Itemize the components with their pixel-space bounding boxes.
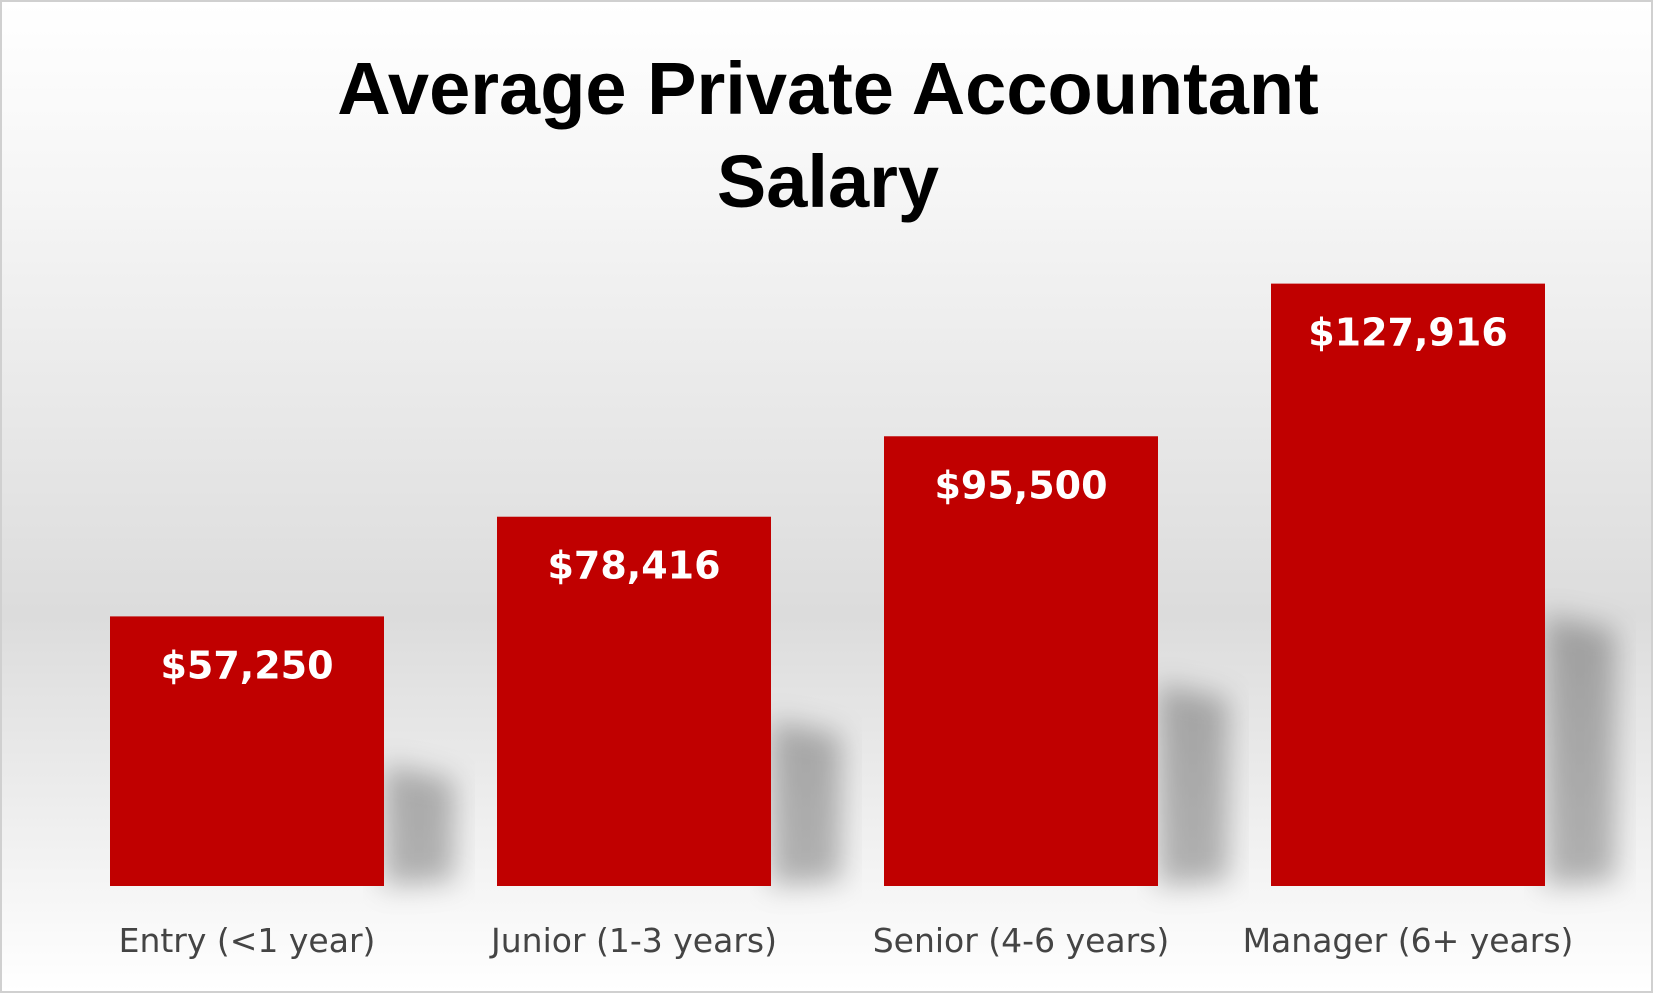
bar-2 (497, 516, 771, 886)
data-label-4: $127,916 (1308, 311, 1508, 355)
bar-shadow (1545, 614, 1615, 886)
x-axis-labels: Entry (<1 year) Junior (1-3 years) Senior … (119, 921, 1574, 960)
x-tick-label-2: Junior (1-3 years) (489, 921, 777, 960)
bar-4 (1271, 283, 1545, 886)
x-tick-label-3: Senior (4-6 years) (873, 921, 1170, 960)
x-tick-label-1: Entry (<1 year) (119, 921, 376, 960)
chart-title-line-2: Salary (717, 140, 939, 223)
data-label-2: $78,416 (547, 544, 720, 588)
bar-shadow (1158, 683, 1228, 886)
bar-shadow (384, 764, 454, 886)
chart-title-line-1: Average Private Accountant (337, 47, 1319, 130)
bar-shadow (771, 719, 841, 886)
data-label-3: $95,500 (934, 463, 1107, 507)
x-tick-label-4: Manager (6+ years) (1243, 921, 1574, 960)
bar-3 (884, 436, 1158, 886)
data-label-1: $57,250 (160, 643, 333, 687)
bar-1 (110, 616, 384, 886)
bars (110, 283, 1545, 886)
data-labels: $57,250 $78,416 $95,500 $127,916 (160, 311, 1507, 688)
bar-shadows (384, 614, 1615, 886)
